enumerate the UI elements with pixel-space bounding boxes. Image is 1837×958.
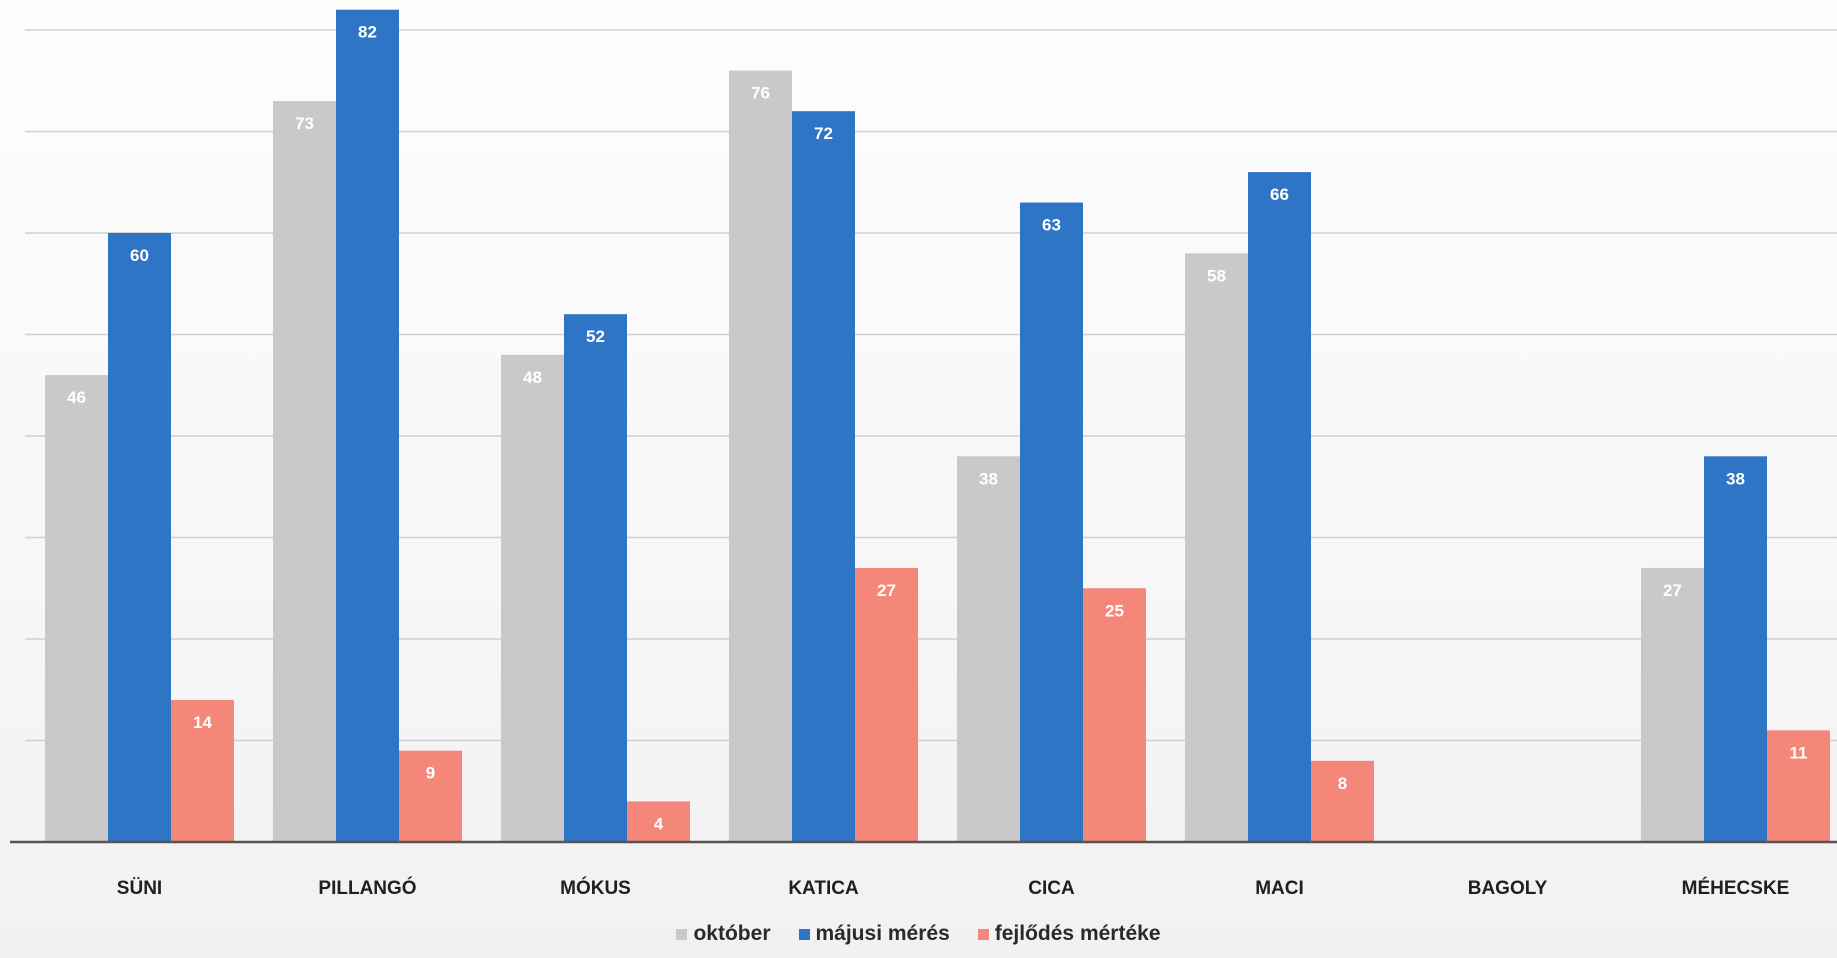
x-tick-label: MÓKUS [560,877,631,899]
legend-swatch-may [798,928,810,940]
bars [45,9,1830,843]
bar [501,354,564,842]
x-tick-label: BAGOLY [1468,878,1548,899]
data-label: 25 [1105,601,1124,620]
bar [171,699,234,842]
legend-swatch-october [676,928,688,940]
data-label: 66 [1270,185,1289,204]
data-label: 60 [130,246,149,265]
bar [273,101,336,843]
bar [1185,253,1248,843]
data-labels: 46 60 14 73 82 9 48 52 4 76 72 27 38 63 25 58 66 8 27 38 11 [67,23,1807,834]
bar [1767,730,1830,842]
x-axis: SÜNI PILLANGÓ MÓKUS KATICA CICA MACI BAGOLY MÉH… [10,840,1837,899]
bar [1020,202,1083,843]
bar [564,314,627,842]
bar [45,375,108,842]
x-tick-label: MÉHECSKE [1682,877,1790,899]
legend-label-october: október [693,922,771,945]
data-label: 63 [1042,216,1061,235]
data-label: 11 [1790,743,1808,762]
bar [1311,760,1374,842]
bar [1641,567,1704,842]
bar [627,801,690,842]
bar [957,456,1020,842]
bar [108,233,171,842]
data-label: 14 [193,713,212,732]
data-label: 52 [586,327,605,346]
data-label: 27 [877,581,896,600]
x-tick-label: KATICA [788,878,859,899]
legend-item-may: májusi mérés [798,922,950,946]
data-label: 48 [523,368,542,387]
data-label: 4 [654,814,664,833]
bar [399,750,462,842]
x-tick-label: PILLANGÓ [318,877,416,899]
data-label: 72 [814,124,833,143]
data-label: 9 [426,764,435,783]
data-label: 73 [295,114,314,133]
bar [1704,456,1767,842]
data-label: 8 [1338,774,1347,793]
data-label: 27 [1663,581,1682,600]
legend: október májusi mérés fejlődés mértéke [0,922,1837,946]
data-label: 58 [1207,266,1226,285]
bar [855,567,918,842]
bar [729,70,792,843]
bar [1083,588,1146,842]
x-tick-label: MACI [1255,878,1304,899]
legend-swatch-improvement [977,928,989,940]
legend-item-october: október [676,922,771,946]
legend-item-improvement: fejlődés mértéke [977,922,1161,946]
bar [336,9,399,842]
bar [792,111,855,842]
x-tick-label: CICA [1028,878,1075,899]
data-label: 38 [1726,469,1745,488]
data-label: 38 [979,469,998,488]
data-label: 76 [751,84,770,103]
data-label: 46 [67,388,86,407]
legend-label-improvement: fejlődés mértéke [994,922,1161,945]
legend-label-may: májusi mérés [815,922,950,945]
bar [1248,172,1311,843]
x-tick-label: SÜNI [117,878,162,899]
data-label: 82 [358,23,377,42]
